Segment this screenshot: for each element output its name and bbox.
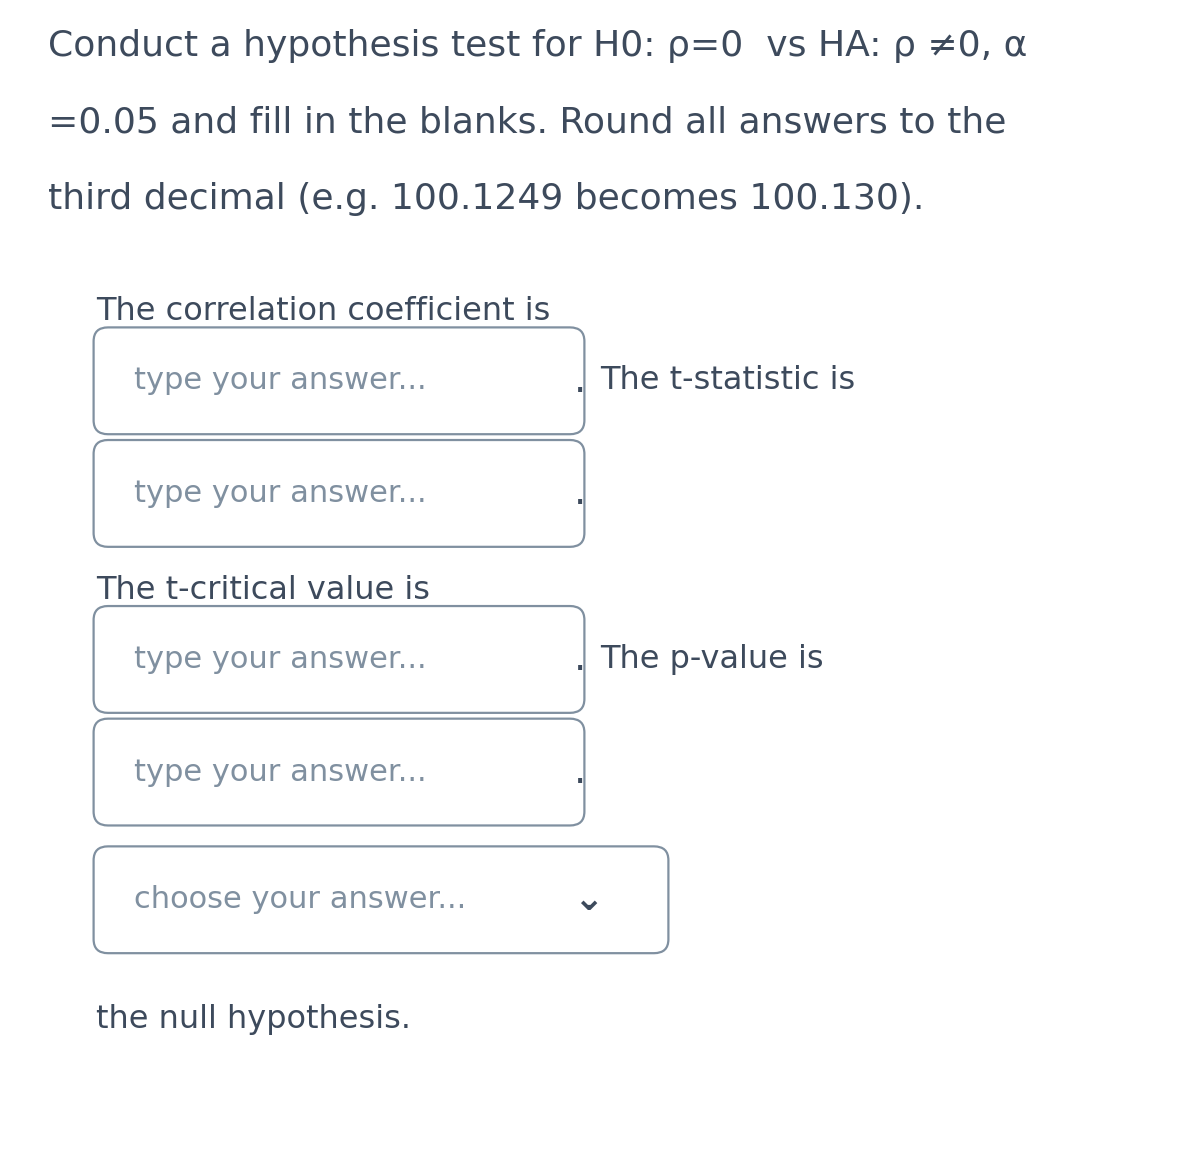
Text: The p-value is: The p-value is bbox=[600, 644, 823, 675]
Text: .: . bbox=[574, 475, 586, 512]
FancyBboxPatch shape bbox=[94, 606, 584, 713]
FancyBboxPatch shape bbox=[94, 719, 584, 825]
Text: type your answer...: type your answer... bbox=[134, 479, 427, 507]
FancyBboxPatch shape bbox=[94, 327, 584, 434]
Text: The correlation coefficient is: The correlation coefficient is bbox=[96, 296, 551, 327]
Text: choose your answer...: choose your answer... bbox=[134, 886, 467, 914]
FancyBboxPatch shape bbox=[94, 846, 668, 953]
Text: .: . bbox=[574, 362, 586, 399]
FancyBboxPatch shape bbox=[94, 440, 584, 547]
Text: The t-critical value is: The t-critical value is bbox=[96, 575, 430, 606]
Text: type your answer...: type your answer... bbox=[134, 758, 427, 786]
Text: Conduct a hypothesis test for H0: ρ=0  vs HA: ρ ≠0, α: Conduct a hypothesis test for H0: ρ=0 vs… bbox=[48, 29, 1027, 63]
Text: the null hypothesis.: the null hypothesis. bbox=[96, 1004, 410, 1036]
Text: The t-statistic is: The t-statistic is bbox=[600, 366, 856, 396]
Text: ⌄: ⌄ bbox=[572, 882, 604, 917]
Text: .: . bbox=[574, 641, 586, 678]
Text: type your answer...: type your answer... bbox=[134, 367, 427, 395]
Text: type your answer...: type your answer... bbox=[134, 646, 427, 673]
Text: =0.05 and fill in the blanks. Round all answers to the: =0.05 and fill in the blanks. Round all … bbox=[48, 106, 1007, 139]
Text: third decimal (e.g. 100.1249 becomes 100.130).: third decimal (e.g. 100.1249 becomes 100… bbox=[48, 182, 924, 216]
Text: .: . bbox=[574, 753, 586, 791]
